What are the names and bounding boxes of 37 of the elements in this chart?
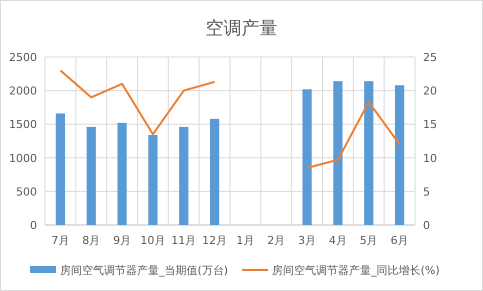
y-tick-label: 1000 [9,152,37,165]
y-tick-label: 0 [30,219,37,232]
bar [56,113,66,225]
bar [302,89,312,225]
x-tick-label: 9月 [113,234,132,247]
x-tick-label: 10月 [140,234,166,247]
bar [179,126,188,225]
x-tick-label: 4月 [328,234,347,247]
x-tick-label: 6月 [390,234,409,247]
y-tick-label: 2000 [9,84,37,98]
x-tick-label: 5月 [360,234,378,247]
bar [117,122,127,225]
x-tick-label: 7月 [51,234,70,247]
y-tick-label: 2500 [9,51,37,64]
x-tick-label: 2月 [267,234,286,247]
y-tick-label: 1500 [9,118,37,132]
bar [394,85,404,225]
legend-label: 房间空气调节器产量_当期值(万台) [60,264,228,277]
y2-tick-label: 5 [423,185,430,198]
bar [86,126,96,225]
x-tick-label: 1月 [236,234,254,247]
y-tick-label: 500 [16,185,37,198]
bar [364,81,374,225]
y2-tick-label: 15 [423,118,437,132]
x-tick-label: 12月 [202,234,228,247]
x-tick-label: 3月 [298,234,316,247]
bar [148,134,158,225]
y2-tick-label: 10 [423,152,437,165]
chart-title: 空调产量 [206,18,278,39]
bar [333,81,343,225]
legend-label: 房间空气调节器产量_同比增长(%) [272,264,440,277]
bar [210,118,220,225]
y2-tick-label: 25 [423,51,437,64]
x-tick-label: 11月 [171,234,196,247]
x-tick-label: 8月 [82,234,100,247]
y2-tick-label: 0 [423,219,430,232]
y2-tick-label: 20 [423,84,437,98]
